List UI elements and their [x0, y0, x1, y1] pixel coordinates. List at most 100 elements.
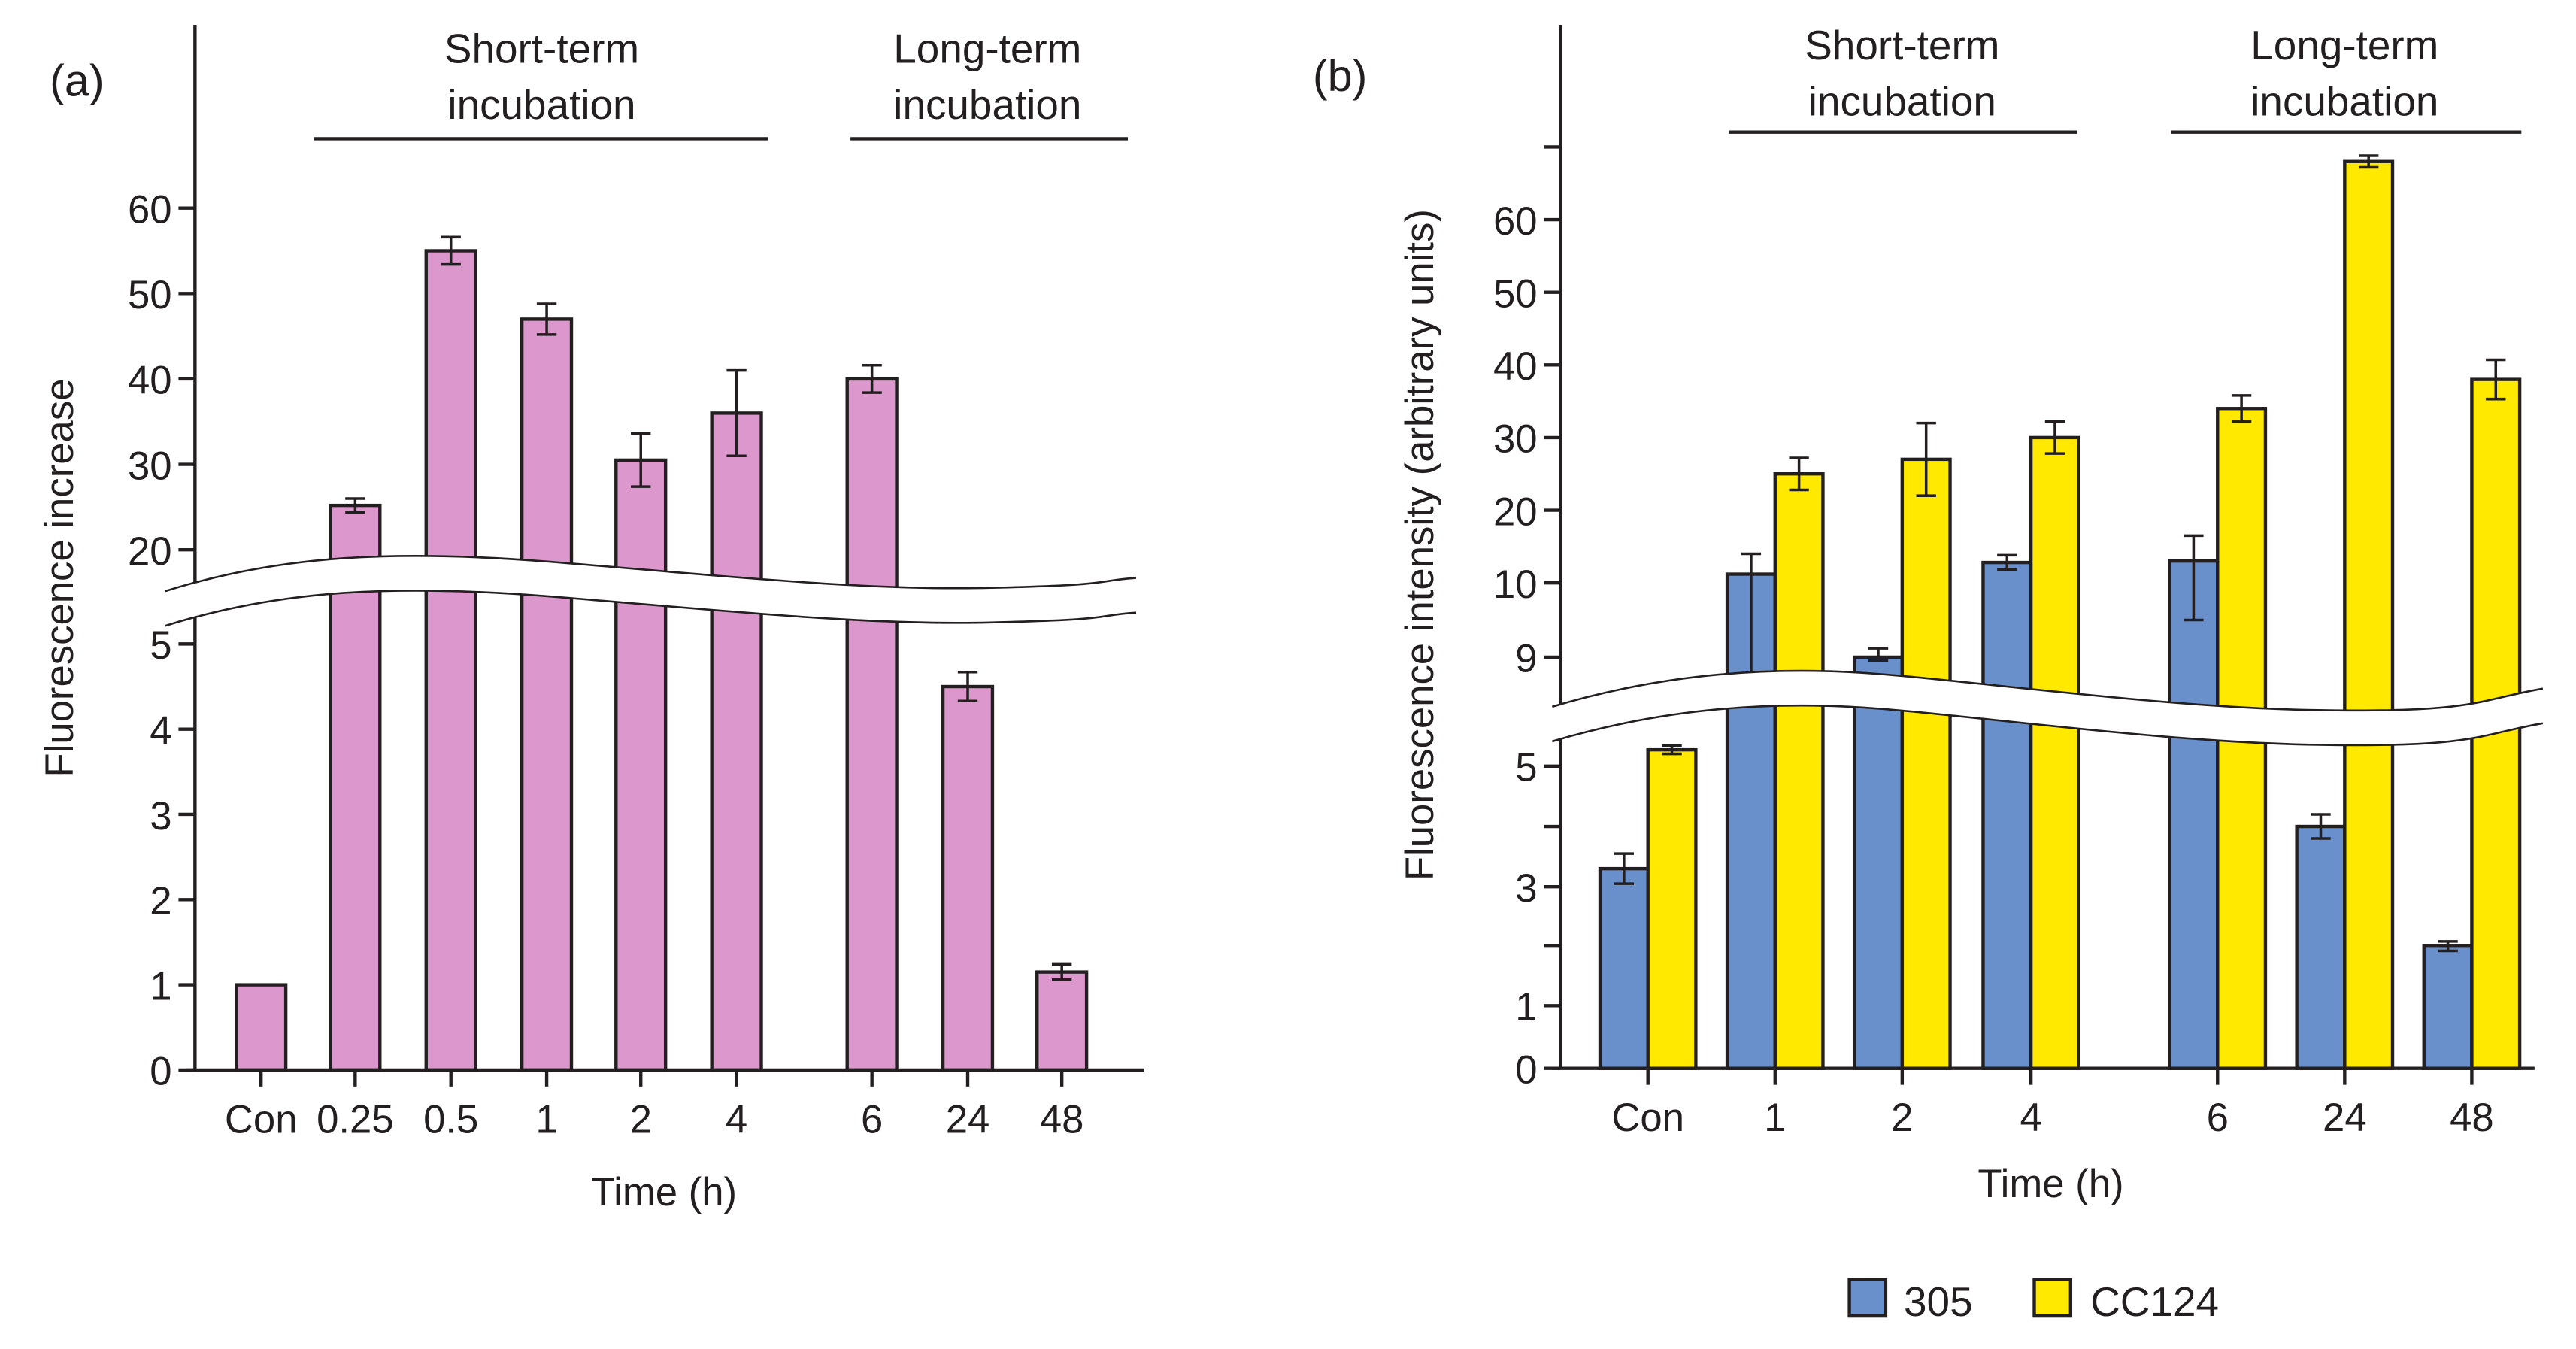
panel-a-x-tick-label: 0.5: [423, 1097, 478, 1141]
panel-b-label: (b): [1313, 50, 1367, 101]
panel-a-y-tick-label: 3: [150, 794, 171, 838]
panel-a-short-term-label-1: Short-term: [444, 25, 639, 71]
panel-a-long-term-label-2: incubation: [893, 81, 1081, 128]
panel-b-y-tick-label: 30: [1493, 417, 1538, 462]
panel-a-x-tick-label: 4: [726, 1097, 747, 1141]
panel-a-x-tick-label: 1: [535, 1097, 557, 1141]
panel-a-y-tick-label: 40: [128, 359, 172, 403]
panel-b-y-tick-label: 60: [1493, 199, 1538, 244]
panel-b-y-tick-label: 20: [1493, 490, 1538, 534]
panel-b-error-bar-6: [2184, 534, 2204, 622]
axis-break-band: [1547, 671, 2546, 746]
panel-b-y-tick-label: 50: [1493, 271, 1538, 316]
axis-break-line-top: [165, 554, 1137, 593]
axis-break-line-top: [1551, 669, 2544, 712]
panel-a-long-term-label-1: Long-term: [893, 25, 1081, 71]
panel-b-y-tick-label: 40: [1493, 344, 1538, 389]
panel-a-bar-fluorescence-increase-1: [520, 317, 574, 1072]
panel-b-long-term-label-1: Long-term: [2250, 22, 2438, 68]
panel-b-bar-cc124-4: [2029, 435, 2081, 1070]
panel-b-x-tick-label: 4: [2020, 1096, 2041, 1140]
panel-b-bars: [1598, 154, 2522, 1070]
panel-b-bar-305-48: [2422, 944, 2474, 1070]
panel-a-y-tick-label: 5: [150, 623, 171, 668]
panel-b-bar-305-24: [2295, 824, 2347, 1070]
panel-b-y-tick-label: 0: [1515, 1047, 1537, 1092]
panel-b-error-bar-6: [2231, 394, 2252, 423]
axis-break-band: [159, 556, 1138, 626]
panel-b-x-tick-label: 48: [2450, 1096, 2494, 1140]
panel-b-y-tick-label: 1: [1515, 985, 1537, 1029]
panel-a-x-tick-label: 2: [630, 1097, 652, 1141]
panel-b-error-bar-Con: [1662, 744, 1682, 756]
panel-b-x-tick-label: Con: [1611, 1096, 1684, 1140]
panel-a-error-bar-0.5: [441, 235, 461, 266]
panel-b-bar-305-4: [1981, 560, 2033, 1070]
panel-a-error-bar-6: [862, 364, 882, 394]
panel-b-y-tick-label: 5: [1515, 746, 1537, 790]
panel-a-error-bar-48: [1051, 962, 1072, 981]
panel-b-bar-305-2: [1852, 655, 1905, 1070]
panel-a-error-bar-2: [631, 432, 651, 488]
panel-b-y-tick-label: 3: [1515, 866, 1537, 911]
panel-a-error-bar-24: [957, 671, 978, 703]
panel-a-label: (a): [50, 55, 104, 105]
axis-break-line-bottom: [1551, 704, 2544, 747]
panel-a: (a) Short-term incubation Long-term incu…: [38, 24, 1144, 1214]
panel-a-y-tick-label: 60: [128, 187, 172, 232]
panel-b-error-bar-48: [2486, 358, 2506, 401]
panel-a-x-tick-label: 0.25: [317, 1097, 394, 1141]
panel-a-error-bar-1: [536, 302, 557, 336]
legend-label-305: 305: [1904, 1278, 1973, 1325]
panel-b-x-axis-label: Time (h): [1977, 1162, 2123, 1206]
panel-a-axis-break: [159, 554, 1138, 627]
panel-b-bar-cc124-24: [2343, 159, 2395, 1070]
panel-b: (b) Short-term incubation Long-term incu…: [1313, 22, 2546, 1325]
panel-a-y-tick-label: 2: [150, 879, 171, 923]
panel-a-bar-fluorescence-increase-24: [941, 684, 995, 1072]
legend-label-cc124: CC124: [2090, 1278, 2219, 1325]
panel-a-bar-fluorescence-increase-2: [614, 458, 668, 1072]
panel-a-bar-fluorescence-increase-Con: [235, 983, 288, 1072]
panel-b-x-tick-label: 2: [1891, 1096, 1913, 1140]
panel-a-y-tick-label: 0: [150, 1050, 171, 1094]
panel-a-bar-fluorescence-increase-0.25: [329, 503, 382, 1072]
panel-b-bar-cc124-2: [1900, 457, 1952, 1070]
panel-a-short-term-label-2: incubation: [447, 81, 635, 128]
panel-a-bars: [235, 235, 1089, 1072]
panel-a-bar-fluorescence-increase-48: [1035, 970, 1089, 1072]
panel-b-long-term-label-2: incubation: [2250, 78, 2438, 125]
panel-a-x-axis-label: Time (h): [591, 1170, 737, 1214]
panel-a-x-tick-label: 6: [861, 1097, 883, 1141]
panel-a-bar-fluorescence-increase-6: [845, 377, 899, 1072]
panel-a-y-tick-label: 30: [128, 444, 172, 488]
panel-b-y-axis-label: Fluorescence intensity (arbitrary units): [1398, 209, 1442, 881]
legend-swatch-305: [1847, 1278, 1888, 1318]
panel-a-y-tick-label: 50: [128, 273, 172, 317]
panel-b-x-tick-label: 24: [2323, 1096, 2367, 1140]
panel-b-bar-cc124-1: [1773, 472, 1825, 1070]
panel-a-x-tick-label: Con: [225, 1097, 298, 1141]
panel-b-error-bar-1: [1789, 456, 1809, 492]
panel-b-x-tick-label: 6: [2207, 1096, 2229, 1140]
panel-a-bar-fluorescence-increase-4: [710, 411, 763, 1072]
panel-b-axis-break: [1547, 669, 2546, 747]
panel-b-x-tick-label: 1: [1764, 1096, 1786, 1140]
panel-b-y-tick-label: 10: [1493, 562, 1538, 607]
panel-a-x-tick-label: 24: [946, 1097, 990, 1141]
panel-a-y-tick-label: 1: [150, 964, 171, 1008]
panel-b-error-bar-2: [1916, 421, 1936, 497]
panel-b-error-bar-2: [1868, 647, 1889, 662]
panel-a-bar-fluorescence-increase-0.5: [424, 249, 477, 1072]
panel-b-short-term-label-2: incubation: [1808, 78, 1996, 125]
panel-b-error-bar-4: [2044, 420, 2065, 455]
panel-b-short-term-label-1: Short-term: [1805, 22, 1999, 68]
panel-b-error-bar-24: [2359, 154, 2379, 169]
panel-a-x-tick-label: 48: [1040, 1097, 1084, 1141]
panel-b-y-tick-label: 9: [1515, 637, 1537, 681]
panel-a-error-bar-0.25: [345, 497, 365, 514]
panel-b-error-bar-Con: [1614, 852, 1635, 885]
panel-a-y-tick-label: 4: [150, 708, 171, 753]
panel-b-bar-cc124-Con: [1646, 747, 1698, 1070]
